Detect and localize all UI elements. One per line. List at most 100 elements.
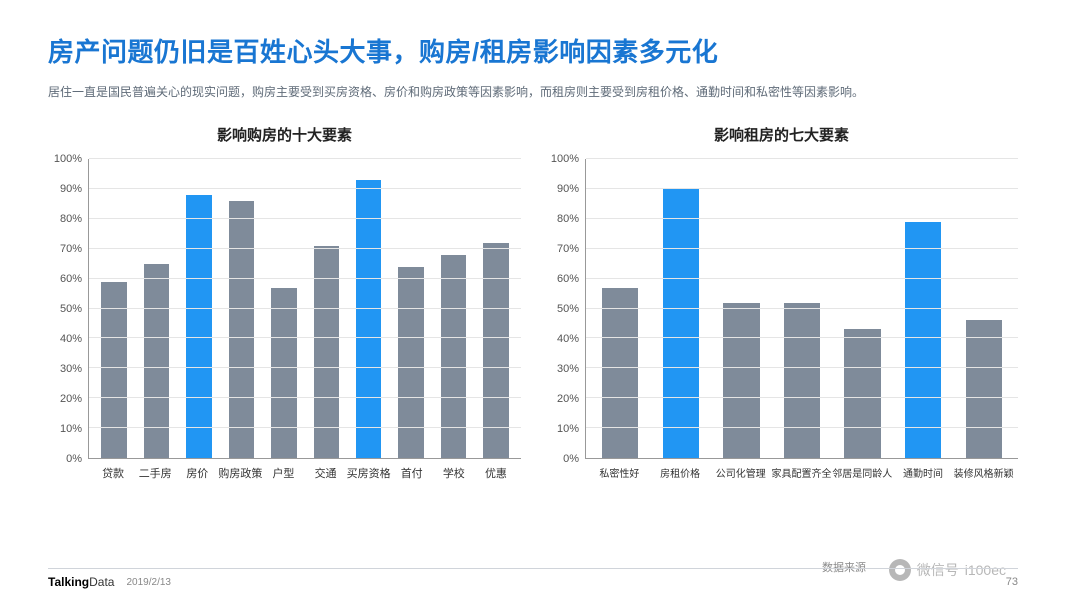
bar xyxy=(229,201,254,458)
gridline xyxy=(586,248,1018,249)
chart-right-title: 影响租房的七大要素 xyxy=(545,124,1018,145)
y-tick: 20% xyxy=(557,393,579,405)
x-label: 买房资格 xyxy=(347,465,391,481)
gridline xyxy=(586,188,1018,189)
gridline xyxy=(586,367,1018,368)
x-label: 家具配置齐全 xyxy=(771,465,832,480)
gridline xyxy=(586,278,1018,279)
chart-right-xlabels: 私密性好房租价格公司化管理家具配置齐全邻居是同龄人通勤时间装修风格新颖 xyxy=(585,459,1018,480)
page-title: 房产问题仍旧是百姓心头大事，购房/租房影响因素多元化 xyxy=(48,32,1018,69)
y-tick: 60% xyxy=(60,273,82,285)
bar xyxy=(144,264,169,458)
y-tick: 60% xyxy=(557,273,579,285)
y-tick: 40% xyxy=(60,333,82,345)
y-tick: 20% xyxy=(60,393,82,405)
bar-slot xyxy=(651,159,712,458)
gridline xyxy=(586,158,1018,159)
gridline xyxy=(586,337,1018,338)
chart-left-xlabels: 贷款二手房房价购房政策户型交通买房资格首付学校优惠 xyxy=(88,459,521,481)
chart-right-block: 影响租房的七大要素 0%10%20%30%40%50%60%70%80%90%1… xyxy=(545,124,1018,481)
gridline xyxy=(89,397,521,398)
y-tick: 40% xyxy=(557,333,579,345)
x-label: 房价 xyxy=(176,465,218,481)
x-label: 贷款 xyxy=(92,465,134,481)
gridline xyxy=(89,308,521,309)
bar xyxy=(905,222,941,458)
bar-slot xyxy=(135,159,177,458)
x-label: 私密性好 xyxy=(589,465,650,480)
x-label: 交通 xyxy=(305,465,347,481)
bar-slot xyxy=(263,159,305,458)
x-label: 公司化管理 xyxy=(710,465,771,480)
chart-left-bars xyxy=(89,159,521,458)
y-tick: 80% xyxy=(60,213,82,225)
gridline xyxy=(586,397,1018,398)
charts-row: 影响购房的十大要素 0% 10% 20% 30% 40% 50% 60% 70% 80% 90% 1… xyxy=(48,124,1018,481)
gridline xyxy=(89,218,521,219)
bar-slot xyxy=(475,159,517,458)
y-tick: 30% xyxy=(557,363,579,375)
chart-left-block: 影响购房的十大要素 0%10%20%30%40%50%60%70%80%90%1… xyxy=(48,124,521,481)
bar xyxy=(723,303,759,458)
bar xyxy=(844,329,880,458)
y-tick: 100% xyxy=(54,153,82,165)
bar xyxy=(784,303,820,458)
bar-slot xyxy=(711,159,772,458)
gridline xyxy=(89,158,521,159)
bar xyxy=(186,195,211,458)
x-label: 通勤时间 xyxy=(893,465,954,480)
chart-left-plot xyxy=(88,159,521,459)
gridline xyxy=(89,367,521,368)
x-label: 首付 xyxy=(391,465,433,481)
gridline xyxy=(89,427,521,428)
slide: 房产问题仍旧是百姓心头大事，购房/租房影响因素多元化 居住一直是国民普遍关心的现… xyxy=(0,0,1066,599)
y-tick: 100% xyxy=(551,153,579,165)
bar-slot xyxy=(178,159,220,458)
gridline xyxy=(89,278,521,279)
x-label: 购房政策 xyxy=(218,465,262,481)
bar-slot xyxy=(893,159,954,458)
brand-prefix: Talking xyxy=(48,575,89,589)
chart-right-bars xyxy=(586,159,1018,458)
bar-slot xyxy=(832,159,893,458)
x-label: 户型 xyxy=(262,465,304,481)
y-tick: 10% xyxy=(60,423,82,435)
y-tick: 0% xyxy=(66,453,82,465)
bar-slot xyxy=(432,159,474,458)
y-tick: 0% xyxy=(563,453,579,465)
gridline xyxy=(586,308,1018,309)
y-tick: 30% xyxy=(60,363,82,375)
gridline xyxy=(89,188,521,189)
bar xyxy=(663,189,699,458)
bar-slot xyxy=(772,159,833,458)
bar xyxy=(602,288,638,458)
x-label: 房租价格 xyxy=(650,465,711,480)
brand-logo: TalkingData xyxy=(48,575,114,589)
brand-suffix: Data xyxy=(89,575,114,589)
bar xyxy=(356,180,381,458)
y-tick: 80% xyxy=(557,213,579,225)
x-label: 二手房 xyxy=(134,465,176,481)
footer-left: TalkingData 2019/2/13 xyxy=(48,575,171,589)
x-label: 邻居是同龄人 xyxy=(832,465,893,480)
gridline xyxy=(586,427,1018,428)
y-tick: 70% xyxy=(60,243,82,255)
bar-slot xyxy=(590,159,651,458)
bar xyxy=(271,288,296,458)
y-tick: 90% xyxy=(60,183,82,195)
gridline xyxy=(89,248,521,249)
bar xyxy=(398,267,423,458)
gridline xyxy=(586,218,1018,219)
bar xyxy=(966,320,1002,458)
y-tick: 70% xyxy=(557,243,579,255)
y-tick: 50% xyxy=(557,303,579,315)
y-tick: 90% xyxy=(557,183,579,195)
gridline xyxy=(89,337,521,338)
chart-left-title: 影响购房的十大要素 xyxy=(48,124,521,145)
x-label: 学校 xyxy=(433,465,475,481)
bar-slot xyxy=(93,159,135,458)
x-label: 优惠 xyxy=(475,465,517,481)
chart-left: 0%10%20%30%40%50%60%70%80%90%100% xyxy=(48,159,521,459)
chart-right-yaxis: 0%10%20%30%40%50%60%70%80%90%100% xyxy=(545,159,585,459)
chart-left-yaxis: 0%10%20%30%40%50%60%70%80%90%100% xyxy=(48,159,88,459)
